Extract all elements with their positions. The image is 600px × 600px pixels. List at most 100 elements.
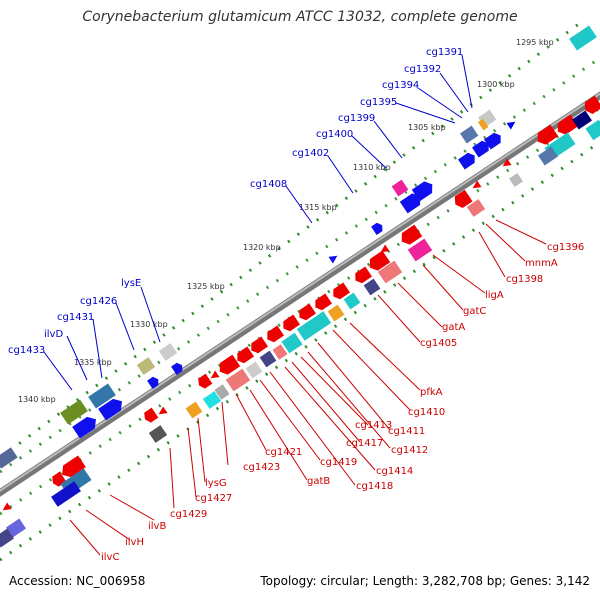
gene-label-cg1402[interactable]: cg1402 xyxy=(292,148,329,159)
gene-glyph[interactable] xyxy=(0,502,12,513)
gene-glyph[interactable] xyxy=(460,125,479,144)
gene-label-cg1423[interactable]: cg1423 xyxy=(243,462,280,473)
gene-label-cg1399[interactable]: cg1399 xyxy=(338,113,375,124)
gene-glyph[interactable] xyxy=(458,151,478,170)
gene-label-cg1398[interactable]: cg1398 xyxy=(506,274,543,285)
gene-glyph[interactable] xyxy=(156,406,168,417)
gene-label-cg1433[interactable]: cg1433 xyxy=(8,345,45,356)
gene-label-cg1396[interactable]: cg1396 xyxy=(547,242,584,253)
gene-label-cg1392[interactable]: cg1392 xyxy=(404,64,441,75)
gene-glyph[interactable] xyxy=(72,413,100,439)
gene-glyph[interactable] xyxy=(264,325,284,345)
gene-label-cg1394[interactable]: cg1394 xyxy=(382,80,419,91)
gene-glyph[interactable] xyxy=(371,221,385,235)
gene-label-cg1418[interactable]: cg1418 xyxy=(356,481,393,492)
gene-glyph[interactable] xyxy=(280,314,300,334)
gene-glyph[interactable] xyxy=(538,146,558,166)
gene-label-cg1405[interactable]: cg1405 xyxy=(420,338,457,349)
gene-glyph[interactable] xyxy=(58,455,86,480)
gene-glyph[interactable] xyxy=(248,336,268,356)
gene-label-ilvH[interactable]: ilvH xyxy=(125,537,144,548)
gene-glyph[interactable] xyxy=(466,199,486,217)
gene-label-cg1426[interactable]: cg1426 xyxy=(80,296,117,307)
gene-label-ilvD[interactable]: ilvD xyxy=(44,329,63,340)
gene-glyph[interactable] xyxy=(225,368,251,392)
gene-glyph[interactable] xyxy=(407,238,433,262)
gene-label-cg1410[interactable]: cg1410 xyxy=(408,407,445,418)
gene-glyph[interactable] xyxy=(0,447,18,469)
gene-glyph[interactable] xyxy=(136,357,156,375)
gene-glyph[interactable] xyxy=(88,383,116,409)
gene-glyph[interactable] xyxy=(6,518,26,538)
gene-glyph[interactable] xyxy=(216,354,241,378)
gene-glyph[interactable] xyxy=(572,110,592,130)
gene-glyph[interactable] xyxy=(328,252,339,264)
gene-glyph[interactable] xyxy=(60,399,88,425)
gene-label-cg1391[interactable]: cg1391 xyxy=(426,47,463,58)
gene-label-cg1412[interactable]: cg1412 xyxy=(391,445,428,456)
gene-glyph[interactable] xyxy=(378,244,390,255)
gene-glyph[interactable] xyxy=(506,118,517,130)
gene-glyph[interactable] xyxy=(234,346,254,366)
gene-glyph[interactable] xyxy=(343,292,361,310)
gene-glyph[interactable] xyxy=(51,481,81,507)
gene-glyph[interactable] xyxy=(470,180,482,191)
gene-glyph[interactable] xyxy=(391,179,409,197)
gene-glyph[interactable] xyxy=(245,361,263,379)
gene-glyph[interactable] xyxy=(158,343,178,361)
gene-label-cg1395[interactable]: cg1395 xyxy=(360,97,397,108)
gene-glyph[interactable] xyxy=(196,373,213,391)
gene-glyph[interactable] xyxy=(472,139,492,158)
gene-label-pfkA[interactable]: pfkA xyxy=(420,387,443,398)
gene-glyph[interactable] xyxy=(509,173,523,187)
gene-glyph[interactable] xyxy=(377,260,403,284)
gene-glyph[interactable] xyxy=(569,25,597,51)
gene-glyph[interactable] xyxy=(296,311,332,341)
gene-glyph[interactable] xyxy=(147,375,161,389)
gene-label-cg1417[interactable]: cg1417 xyxy=(346,438,383,449)
gene-label-cg1421[interactable]: cg1421 xyxy=(265,447,302,458)
gene-label-cg1411[interactable]: cg1411 xyxy=(388,426,425,437)
gene-label-cg1429[interactable]: cg1429 xyxy=(170,509,207,520)
gene-glyph[interactable] xyxy=(366,250,391,274)
gene-glyph[interactable] xyxy=(581,95,600,117)
gene-glyph[interactable] xyxy=(352,266,372,286)
gene-label-cg1431[interactable]: cg1431 xyxy=(57,312,94,323)
gene-glyph[interactable] xyxy=(281,332,303,354)
gene-glyph[interactable] xyxy=(148,425,168,443)
gene-glyph[interactable] xyxy=(398,224,423,248)
gene-glyph[interactable] xyxy=(208,370,220,381)
gene-label-cg1400[interactable]: cg1400 xyxy=(316,129,353,140)
gene-label-cg1419[interactable]: cg1419 xyxy=(320,457,357,468)
gene-glyph[interactable] xyxy=(399,191,424,214)
gene-label-cg1427[interactable]: cg1427 xyxy=(195,493,232,504)
gene-glyph[interactable] xyxy=(451,189,473,211)
gene-glyph[interactable] xyxy=(296,303,316,323)
gene-label-gatA[interactable]: gatA xyxy=(442,322,465,333)
gene-glyph[interactable] xyxy=(312,293,332,313)
gene-glyph[interactable] xyxy=(330,282,350,302)
gene-glyph[interactable] xyxy=(259,350,277,368)
gene-label-gatB[interactable]: gatB xyxy=(307,476,330,487)
gene-glyph[interactable] xyxy=(534,124,559,148)
gene-glyph[interactable] xyxy=(202,391,222,409)
gene-label-mnmA[interactable]: mnmA xyxy=(525,258,558,269)
gene-glyph[interactable] xyxy=(142,407,159,425)
gene-glyph[interactable] xyxy=(214,384,230,400)
gene-label-cg1413[interactable]: cg1413 xyxy=(355,420,392,431)
gene-label-lysE[interactable]: lysE xyxy=(121,278,141,289)
gene-label-lysG[interactable]: lysG xyxy=(205,478,227,489)
gene-glyph[interactable] xyxy=(272,344,288,360)
gene-glyph[interactable] xyxy=(363,278,381,296)
gene-glyph[interactable] xyxy=(327,304,345,322)
gene-glyph[interactable] xyxy=(98,395,126,421)
gene-label-gatC[interactable]: gatC xyxy=(463,306,486,317)
gene-label-ligA[interactable]: ligA xyxy=(485,290,504,301)
gene-glyph[interactable] xyxy=(171,361,185,375)
gene-label-ilvB[interactable]: ilvB xyxy=(148,521,166,532)
gene-glyph[interactable] xyxy=(477,118,489,131)
gene-glyph[interactable] xyxy=(185,401,203,419)
gene-label-cg1414[interactable]: cg1414 xyxy=(376,466,413,477)
gene-label-cg1408[interactable]: cg1408 xyxy=(250,179,287,190)
gene-label-ilvC[interactable]: ilvC xyxy=(101,552,119,563)
